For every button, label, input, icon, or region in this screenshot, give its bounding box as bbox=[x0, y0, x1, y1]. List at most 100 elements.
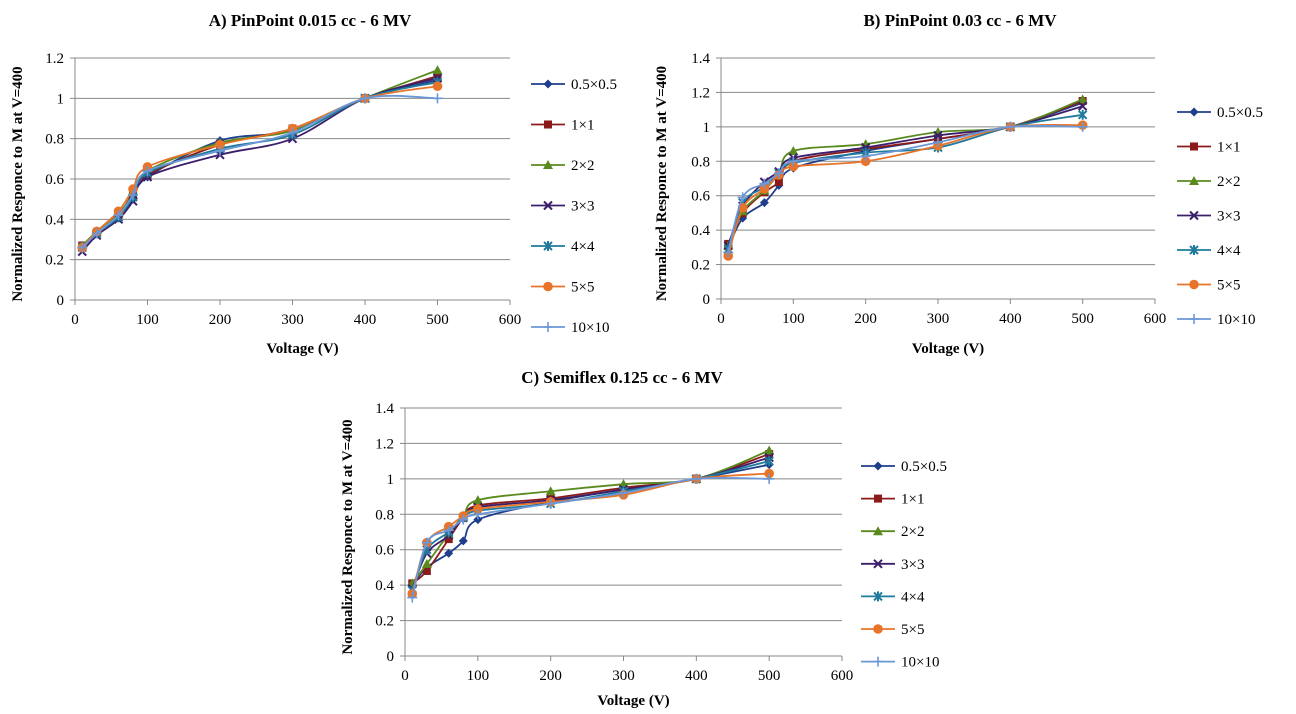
legend-label: 5×5 bbox=[901, 622, 924, 638]
data-point bbox=[1077, 109, 1088, 120]
legend-item: 1×1 bbox=[1177, 140, 1240, 156]
data-point bbox=[545, 498, 556, 509]
legend-marker bbox=[874, 494, 882, 503]
data-point bbox=[774, 177, 783, 186]
x-tick-label: 0 bbox=[401, 668, 409, 684]
data-point bbox=[77, 242, 88, 253]
y-tick-label: 0.4 bbox=[375, 578, 394, 594]
legend-marker bbox=[1189, 107, 1199, 117]
data-point bbox=[215, 139, 225, 150]
data-point bbox=[422, 566, 431, 575]
data-point bbox=[128, 190, 138, 201]
legend-item: 4×4 bbox=[531, 239, 595, 255]
legend-item: 1×1 bbox=[861, 492, 924, 508]
data-point bbox=[691, 473, 702, 484]
legend-item: 1×1 bbox=[531, 118, 594, 134]
data-point bbox=[360, 93, 370, 104]
data-point bbox=[432, 65, 443, 75]
legend-label: 3×3 bbox=[1217, 209, 1240, 225]
legend-item: 0.5×0.5 bbox=[1177, 105, 1263, 121]
chart-b: B) PinPoint 0.03 cc - 6 MV 0 0.2 0.4 0.6 0.8 1… bbox=[654, 11, 1263, 357]
data-point bbox=[142, 165, 153, 176]
legend-item: 2×2 bbox=[1177, 174, 1240, 190]
data-point bbox=[472, 495, 483, 505]
x-tick-label: 500 bbox=[758, 668, 781, 684]
legend-marker bbox=[1190, 142, 1198, 151]
x-tick-label: 200 bbox=[854, 311, 877, 327]
legend-label: 1×1 bbox=[1217, 140, 1240, 156]
x-tick-label: 0 bbox=[71, 312, 79, 328]
legend-marker bbox=[873, 624, 883, 634]
series-line bbox=[727, 113, 1083, 250]
x-tick-label: 500 bbox=[1071, 311, 1094, 327]
series-5×5 bbox=[77, 81, 443, 253]
chart-a: A) PinPoint 0.015 cc - 6 MV 0 0.2 0.4 0.6 0.8… bbox=[10, 11, 617, 357]
legend-label: 4×4 bbox=[571, 239, 595, 255]
data-point bbox=[773, 168, 784, 179]
legend: 0.5×0.5 1×1 2×2 3×3 4×4 5×5 10×10 bbox=[1177, 105, 1263, 328]
series-line bbox=[81, 94, 438, 249]
y-tick-label: 0.6 bbox=[375, 543, 394, 559]
series-line bbox=[81, 77, 438, 253]
legend-label: 4×4 bbox=[1217, 243, 1241, 259]
y-axis-label: Normalized Responce to M at V=400 bbox=[340, 419, 356, 654]
series-line bbox=[411, 463, 770, 586]
legend-marker bbox=[543, 281, 553, 292]
y-tick-label: 1.4 bbox=[691, 51, 710, 67]
data-point bbox=[1077, 121, 1088, 132]
legend-item: 3×3 bbox=[861, 557, 924, 573]
series-10×10 bbox=[407, 473, 775, 603]
legend-marker bbox=[543, 200, 553, 211]
legend-marker bbox=[873, 591, 883, 602]
legend-marker bbox=[1189, 245, 1199, 255]
y-tick-label: 1.2 bbox=[45, 51, 64, 67]
series-10×10 bbox=[77, 93, 443, 253]
legend-marker bbox=[543, 241, 553, 251]
y-axis-label: Normalized Responce to M at V=400 bbox=[10, 66, 26, 301]
data-point bbox=[788, 156, 799, 167]
x-tick-label: 100 bbox=[136, 312, 159, 328]
data-point bbox=[933, 130, 943, 141]
y-tick-label: 0.4 bbox=[691, 223, 710, 239]
x-tick-label: 600 bbox=[499, 312, 522, 328]
data-point bbox=[458, 514, 469, 525]
legend-item: 10×10 bbox=[531, 320, 609, 336]
legend-marker bbox=[873, 461, 883, 471]
series-line bbox=[81, 81, 438, 249]
chart-c: C) Semiflex 0.125 cc - 6 MV 0 0.2 0.4 0.6 0.8… bbox=[340, 368, 947, 709]
data-point bbox=[618, 488, 629, 499]
y-tick-label: 1.2 bbox=[375, 436, 394, 452]
data-point bbox=[407, 592, 418, 603]
legend-marker bbox=[1189, 176, 1199, 185]
legend-item: 5×5 bbox=[861, 622, 924, 638]
legend-marker bbox=[1189, 210, 1199, 221]
legend-label: 10×10 bbox=[901, 655, 939, 671]
x-tick-label: 100 bbox=[782, 311, 805, 327]
x-tick-label: 400 bbox=[354, 312, 377, 328]
data-point bbox=[432, 81, 443, 92]
legend-label: 10×10 bbox=[571, 320, 609, 336]
legend: 0.5×0.5 1×1 2×2 3×3 4×4 5×5 10×10 bbox=[531, 77, 617, 336]
legend-marker bbox=[873, 559, 883, 569]
series-line bbox=[411, 460, 770, 591]
series-line bbox=[727, 124, 1083, 253]
y-tick-label: 0 bbox=[57, 293, 65, 309]
y-tick-label: 1 bbox=[57, 91, 65, 107]
y-tick-label: 0.8 bbox=[691, 154, 710, 170]
x-axis-label: Voltage (V) bbox=[266, 341, 338, 357]
data-point bbox=[432, 93, 443, 104]
series-line bbox=[81, 75, 438, 247]
data-point bbox=[215, 145, 225, 156]
legend-label: 0.5×0.5 bbox=[1217, 105, 1263, 121]
legend-item: 2×2 bbox=[531, 158, 594, 174]
y-tick-label: 1.4 bbox=[375, 401, 394, 417]
x-tick-label: 300 bbox=[927, 311, 950, 327]
legend-item: 0.5×0.5 bbox=[861, 459, 947, 475]
series-line bbox=[81, 85, 438, 249]
data-point bbox=[759, 184, 770, 194]
legend-label: 5×5 bbox=[1217, 278, 1240, 294]
data-point bbox=[860, 151, 871, 162]
data-point bbox=[545, 486, 556, 496]
x-tick-label: 300 bbox=[281, 312, 304, 328]
legend-item: 10×10 bbox=[1177, 312, 1255, 328]
